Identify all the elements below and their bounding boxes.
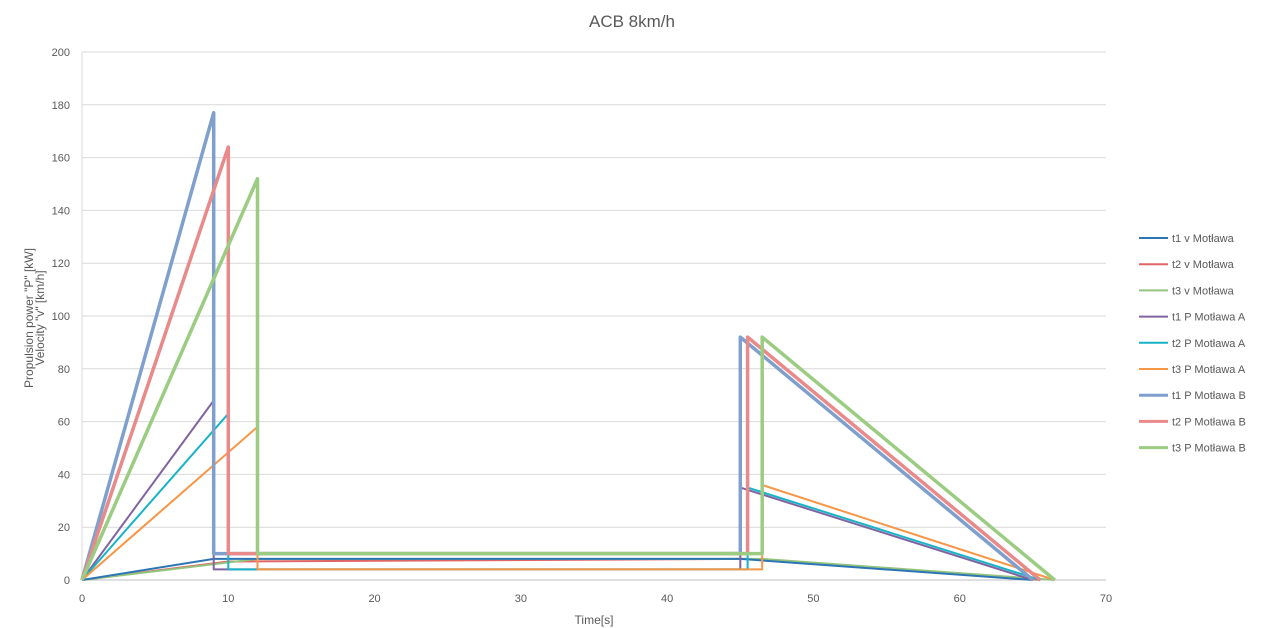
legend-label: t1 P Motława B [1172, 390, 1246, 402]
legend-label: t1 P Motława A [1172, 312, 1246, 324]
x-tick-labels: 0 10 20 30 40 50 60 70 [79, 593, 1112, 605]
y-tick-label: 180 [52, 100, 70, 112]
series-line-7 [80, 110, 1035, 582]
x-tick-label: 30 [515, 593, 527, 605]
series-line-8 [80, 145, 1042, 582]
series-line-9 [80, 176, 1056, 582]
legend-label: t3 v Motława [1172, 285, 1235, 297]
series-group [80, 110, 1056, 582]
x-tick-label: 40 [661, 593, 673, 605]
y-tick-label: 200 [52, 47, 70, 59]
y-tick-label: 140 [52, 205, 70, 217]
legend-label: t3 P Motława A [1172, 364, 1246, 376]
y-tick-label: 80 [58, 364, 70, 376]
x-tick-label: 50 [807, 593, 819, 605]
y-tick-label: 100 [52, 311, 70, 323]
y-tick-label: 40 [58, 469, 70, 481]
y-tick-label: 60 [58, 417, 70, 429]
legend-label: t3 P Motława B [1172, 443, 1246, 455]
legend: t1 v Motława t2 v Motława t3 v Motława t1 P… [1139, 233, 1246, 455]
x-tick-label: 10 [222, 593, 234, 605]
legend-label: t2 P Motława B [1172, 416, 1246, 428]
series-line-1 [81, 557, 1033, 581]
y-axis-title-line2: Propulsion power "P" [kW] [22, 248, 36, 388]
legend-label: t2 P Motława A [1172, 338, 1246, 350]
x-tick-label: 20 [368, 593, 380, 605]
chart-title: ACB 8km/h [589, 12, 675, 31]
y-axis-title-line1: Velocity "v" [km/h] [33, 270, 47, 365]
legend-label: t2 v Motława [1172, 259, 1235, 271]
y-tick-label: 0 [64, 575, 70, 587]
x-tick-label: 70 [1100, 593, 1112, 605]
y-tick-label: 120 [52, 258, 70, 270]
legend-label: t1 v Motława [1172, 233, 1235, 245]
grid-lines [82, 51, 1106, 528]
y-tick-label: 20 [58, 522, 70, 534]
x-axis-title: Time[s] [575, 613, 614, 627]
x-tick-label: 60 [954, 593, 966, 605]
y-tick-labels: 0 20 40 60 80 100 120 140 160 180 200 [52, 47, 70, 587]
x-tick-label: 0 [79, 593, 85, 605]
y-tick-label: 160 [52, 153, 70, 165]
